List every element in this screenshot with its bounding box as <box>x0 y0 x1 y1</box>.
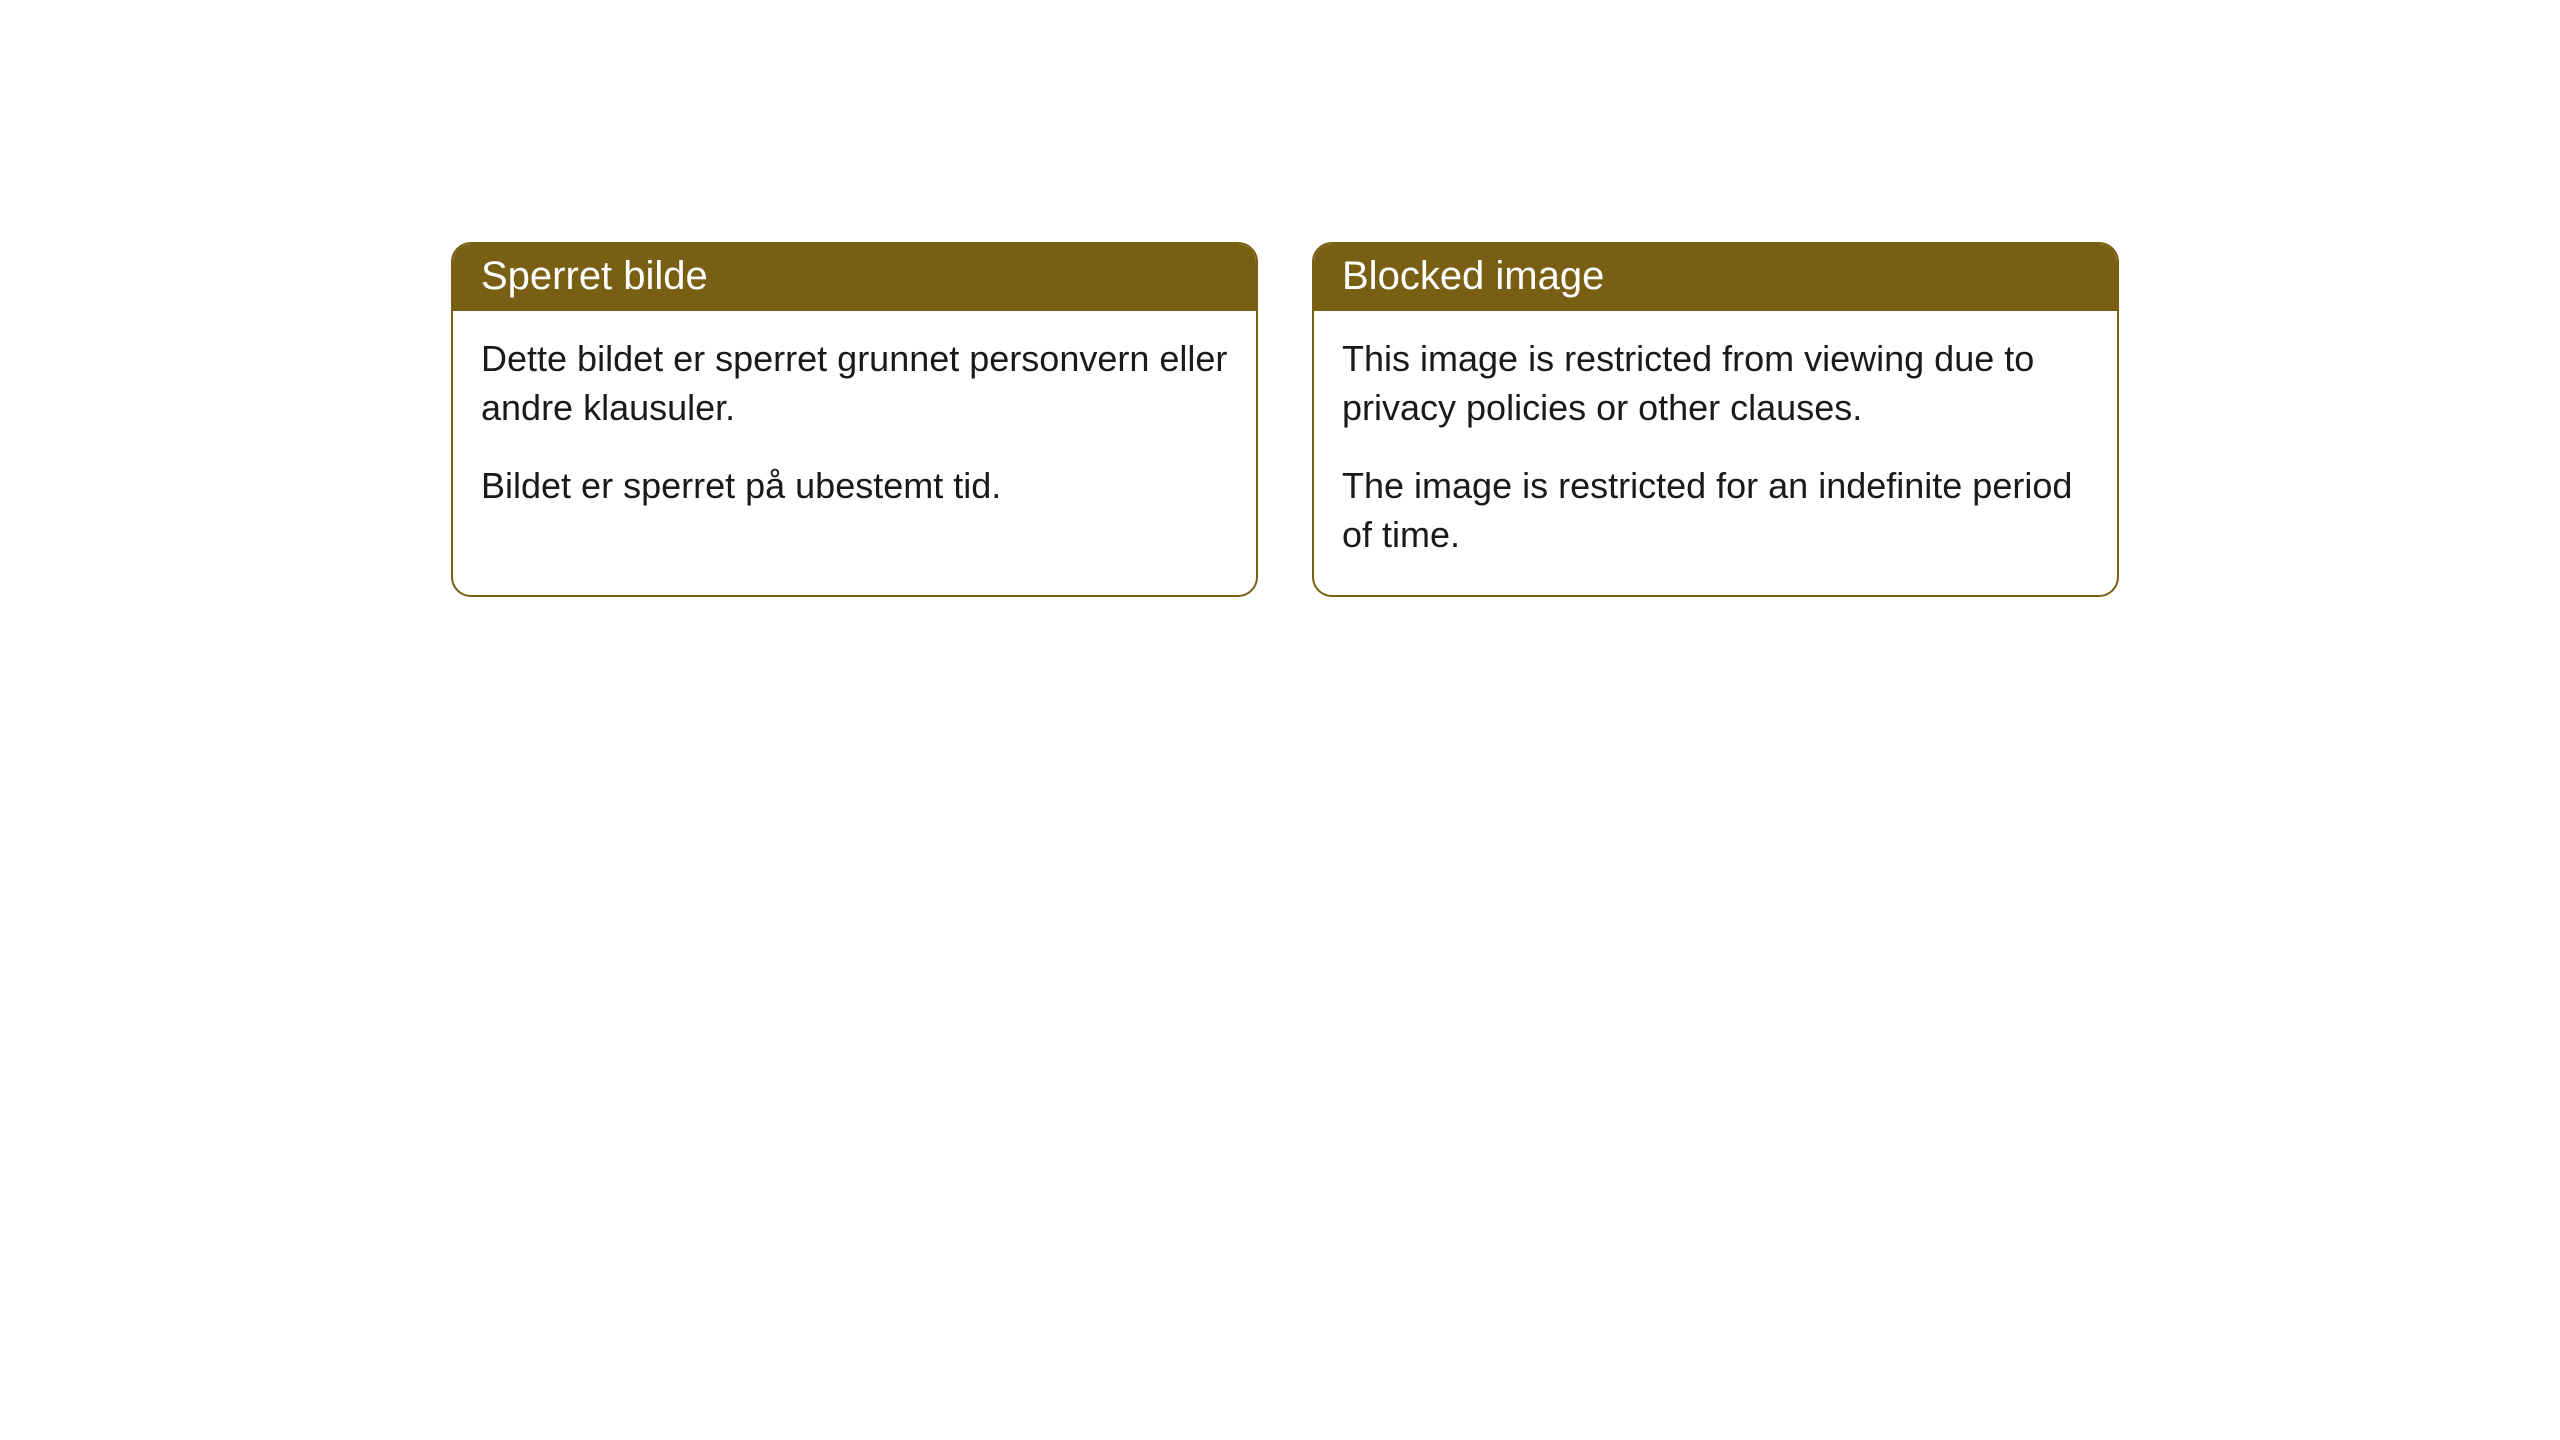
notice-cards-container: Sperret bilde Dette bildet er sperret gr… <box>451 242 2560 597</box>
card-title: Sperret bilde <box>453 244 1256 311</box>
card-paragraph: Bildet er sperret på ubestemt tid. <box>481 462 1228 511</box>
card-body: This image is restricted from viewing du… <box>1314 311 2117 595</box>
card-paragraph: Dette bildet er sperret grunnet personve… <box>481 335 1228 432</box>
card-paragraph: The image is restricted for an indefinit… <box>1342 462 2089 559</box>
notice-card-norwegian: Sperret bilde Dette bildet er sperret gr… <box>451 242 1258 597</box>
card-body: Dette bildet er sperret grunnet personve… <box>453 311 1256 547</box>
card-paragraph: This image is restricted from viewing du… <box>1342 335 2089 432</box>
card-title: Blocked image <box>1314 244 2117 311</box>
notice-card-english: Blocked image This image is restricted f… <box>1312 242 2119 597</box>
